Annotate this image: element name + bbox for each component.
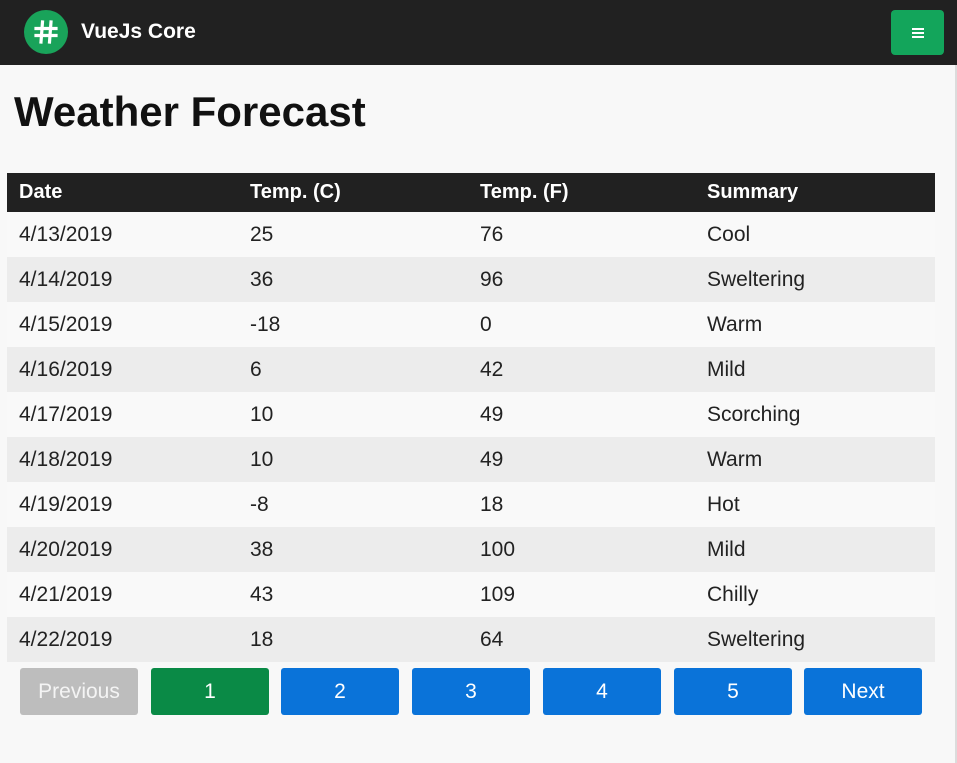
page-button-2[interactable]: 2 <box>281 668 399 715</box>
column-header-temp-c: Temp. (C) <box>250 181 341 203</box>
table-row: 4/18/2019 10 49 Warm <box>7 437 935 482</box>
cell-date: 4/13/2019 <box>19 222 113 246</box>
table-row: 4/21/2019 43 109 Chilly <box>7 572 935 617</box>
cell-temp-f: 42 <box>480 357 504 381</box>
hamburger-icon <box>911 27 924 38</box>
page-button-1[interactable]: 1 <box>151 668 269 715</box>
cell-date: 4/22/2019 <box>19 627 113 651</box>
cell-summary: Sweltering <box>707 627 806 651</box>
page-title: Weather Forecast <box>14 88 366 135</box>
table-row: 4/22/2019 18 64 Sweltering <box>7 617 935 662</box>
cell-temp-f: 96 <box>480 267 504 291</box>
column-header-date: Date <box>19 181 63 203</box>
cell-temp-f: 100 <box>480 537 516 561</box>
table-row: 4/17/2019 10 49 Scorching <box>7 392 935 437</box>
cell-temp-c: -8 <box>250 492 269 516</box>
cell-date: 4/14/2019 <box>19 267 113 291</box>
cell-temp-c: -18 <box>250 312 281 336</box>
cell-date: 4/17/2019 <box>19 402 113 426</box>
cell-summary: Warm <box>707 447 763 471</box>
table-row: 4/15/2019 -18 0 Warm <box>7 302 935 347</box>
page-button-4[interactable]: 4 <box>543 668 661 715</box>
cell-temp-f: 109 <box>480 582 516 606</box>
cell-summary: Chilly <box>707 582 759 606</box>
cell-date: 4/20/2019 <box>19 537 113 561</box>
menu-toggle-button[interactable] <box>891 10 944 55</box>
cell-temp-f: 0 <box>480 312 492 336</box>
cell-temp-c: 10 <box>250 402 274 426</box>
cell-temp-c: 6 <box>250 357 262 381</box>
table-row: 4/16/2019 6 42 Mild <box>7 347 935 392</box>
cell-date: 4/15/2019 <box>19 312 113 336</box>
cell-temp-c: 43 <box>250 582 274 606</box>
cell-summary: Sweltering <box>707 267 806 291</box>
cell-temp-c: 36 <box>250 267 274 291</box>
cell-temp-f: 49 <box>480 402 504 426</box>
cell-temp-c: 38 <box>250 537 274 561</box>
cell-summary: Warm <box>707 312 763 336</box>
brand-title[interactable]: VueJs Core <box>81 20 196 43</box>
page-button-5[interactable]: 5 <box>674 668 792 715</box>
cell-summary: Scorching <box>707 402 801 426</box>
table-row: 4/14/2019 36 96 Sweltering <box>7 257 935 302</box>
cell-temp-f: 76 <box>480 222 504 246</box>
column-header-summary: Summary <box>707 181 799 203</box>
cell-temp-c: 25 <box>250 222 274 246</box>
cell-date: 4/16/2019 <box>19 357 113 381</box>
cell-summary: Hot <box>707 492 740 516</box>
next-page-button[interactable]: Next <box>804 668 922 715</box>
cell-temp-c: 18 <box>250 627 274 651</box>
cell-summary: Mild <box>707 537 746 561</box>
cell-date: 4/18/2019 <box>19 447 113 471</box>
cell-temp-f: 64 <box>480 627 504 651</box>
page-button-3[interactable]: 3 <box>412 668 530 715</box>
cell-temp-f: 49 <box>480 447 504 471</box>
table-row: 4/13/2019 25 76 Cool <box>7 212 935 257</box>
table-row: 4/19/2019 -8 18 Hot <box>7 482 935 527</box>
cell-temp-c: 10 <box>250 447 274 471</box>
column-header-temp-f: Temp. (F) <box>480 181 569 203</box>
forecast-table: Date Temp. (C) Temp. (F) Summary 4/13/20… <box>7 173 935 662</box>
top-navbar: VueJs Core <box>0 0 957 65</box>
hash-icon[interactable] <box>24 10 68 54</box>
previous-page-button[interactable]: Previous <box>20 668 138 715</box>
cell-summary: Mild <box>707 357 746 381</box>
table-header-row: Date Temp. (C) Temp. (F) Summary <box>7 173 935 212</box>
cell-date: 4/21/2019 <box>19 582 113 606</box>
cell-date: 4/19/2019 <box>19 492 113 516</box>
table-row: 4/20/2019 38 100 Mild <box>7 527 935 572</box>
window-edge <box>955 65 957 763</box>
cell-temp-f: 18 <box>480 492 504 516</box>
pagination: Previous 1 2 3 4 5 Next <box>20 668 922 715</box>
cell-summary: Cool <box>707 222 751 246</box>
